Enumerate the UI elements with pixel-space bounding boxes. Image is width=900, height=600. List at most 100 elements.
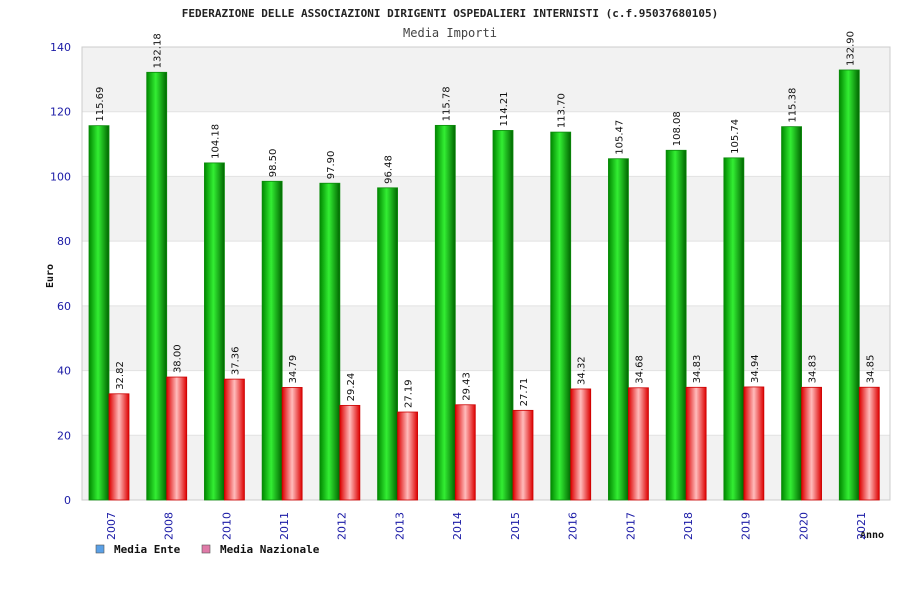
bar-media-ente: [146, 71, 168, 501]
y-tick-label: 60: [57, 300, 71, 313]
bar-media-ente: [781, 126, 802, 501]
data-label: 96.48: [384, 155, 395, 184]
bar-media-ente: [723, 157, 745, 501]
x-tick-label: 2012: [336, 512, 349, 540]
y-tick-label: 80: [57, 235, 71, 248]
x-axis-ticks: 2007 2008 2010 2011 2012 2013 2014 2015 2016 2017…: [105, 512, 868, 540]
x-tick-label: 2017: [624, 512, 637, 540]
y-tick-label: 0: [64, 494, 71, 507]
y-tick-label: 120: [50, 106, 71, 119]
legend-label-media-nazionale: Media Nazionale: [220, 543, 320, 556]
bar-media-ente: [261, 180, 283, 501]
x-tick-label: 2021: [855, 512, 868, 540]
x-tick-label: 2008: [163, 512, 176, 540]
data-label: 115.38: [788, 88, 799, 123]
data-label: 105.47: [614, 120, 625, 155]
data-label: 105.74: [730, 119, 741, 154]
y-tick-label: 20: [57, 429, 71, 442]
bar-media-ente: [377, 187, 398, 501]
y-tick-label: 100: [50, 170, 71, 183]
grid-band: [82, 176, 890, 242]
data-label: 132.90: [845, 31, 856, 66]
bar-media-ente: [838, 69, 860, 501]
bar-media-ente: [665, 149, 687, 501]
x-tick-label: 2015: [509, 512, 522, 540]
bar-media-ente: [88, 125, 110, 501]
bar-media-nazionale: [685, 386, 707, 501]
data-label: 32.82: [115, 361, 126, 390]
data-label: 27.71: [519, 378, 530, 407]
x-tick-label: 2014: [451, 512, 464, 540]
data-label: 29.24: [346, 373, 357, 402]
data-label: 132.18: [153, 33, 164, 68]
bar-media-ente: [608, 158, 629, 501]
x-tick-label: 2019: [740, 512, 753, 540]
bar-media-nazionale: [743, 386, 765, 501]
bar-media-ente: [434, 124, 456, 501]
bar-media-ente: [204, 162, 225, 501]
data-label: 115.78: [441, 86, 452, 121]
data-label: 38.00: [173, 344, 184, 373]
data-label: 34.83: [692, 355, 703, 384]
data-label: 98.50: [268, 149, 279, 178]
y-axis-ticks: 0 20 40 60 80 100 120 140: [50, 41, 71, 507]
grid-band: [82, 47, 890, 112]
legend-swatch-media-nazionale: [201, 544, 211, 554]
legend-swatch-media-ente: [95, 544, 105, 554]
grid-band: [82, 241, 890, 306]
y-axis-label: Euro: [45, 264, 56, 288]
grid-band: [82, 111, 890, 177]
data-label: 34.85: [865, 355, 876, 384]
plot-frame: [81, 46, 891, 501]
chart-subtitle: Media Importi: [403, 26, 497, 40]
x-tick-label: 2018: [682, 512, 695, 540]
bar-media-nazionale: [339, 404, 361, 501]
grid-band: [82, 435, 890, 500]
bar-media-nazionale: [397, 411, 418, 501]
bar-media-nazionale: [858, 386, 880, 501]
bar-media-nazionale: [512, 409, 534, 501]
bar-media-nazionale: [166, 376, 188, 501]
chart-title: FEDERAZIONE DELLE ASSOCIAZIONI DIRIGENTI…: [182, 7, 718, 20]
data-label: 114.21: [499, 91, 510, 126]
data-label: 115.69: [95, 87, 106, 122]
legend: Media Ente Media Nazionale: [95, 543, 320, 556]
plot-area: [81, 46, 891, 501]
bar-media-nazionale: [108, 393, 130, 501]
y-tick-label: 140: [50, 41, 71, 54]
bar-media-nazionale: [224, 378, 245, 501]
data-label: 113.70: [557, 93, 568, 128]
data-label: 37.36: [230, 346, 241, 375]
data-label: 108.08: [672, 111, 683, 146]
x-tick-label: 2007: [105, 512, 118, 540]
x-tick-label: 2013: [393, 512, 406, 540]
data-label: 27.19: [404, 379, 415, 408]
bar-media-ente: [319, 182, 341, 501]
data-label: 34.32: [577, 356, 588, 385]
bars: 115.69 32.82 132.18 38.00 104.18 37.36 98.50 34…: [88, 31, 880, 501]
bar-media-nazionale: [570, 388, 592, 501]
data-label: 34.79: [288, 355, 299, 384]
y-tick-label: 40: [57, 365, 71, 378]
data-label: 97.90: [326, 151, 337, 180]
bar-media-nazionale: [454, 404, 476, 501]
data-label: 34.94: [750, 354, 761, 383]
data-label: 34.68: [634, 355, 645, 384]
x-tick-label: 2020: [797, 512, 810, 540]
bar-media-ente: [550, 131, 572, 501]
data-label: 104.18: [210, 124, 221, 159]
data-label: 34.83: [808, 355, 819, 384]
bar-media-ente: [492, 130, 514, 501]
bar-media-nazionale: [281, 387, 303, 501]
x-axis-label: Anno: [860, 530, 884, 541]
bar-media-nazionale: [801, 386, 822, 501]
x-tick-label: 2011: [278, 512, 291, 540]
data-label: 29.43: [461, 372, 472, 401]
legend-label-media-ente: Media Ente: [114, 543, 181, 556]
x-tick-label: 2016: [567, 512, 580, 540]
bar-media-nazionale: [628, 387, 649, 501]
grid-band: [82, 370, 890, 436]
x-tick-label: 2010: [220, 512, 233, 540]
grid-band: [82, 305, 890, 371]
